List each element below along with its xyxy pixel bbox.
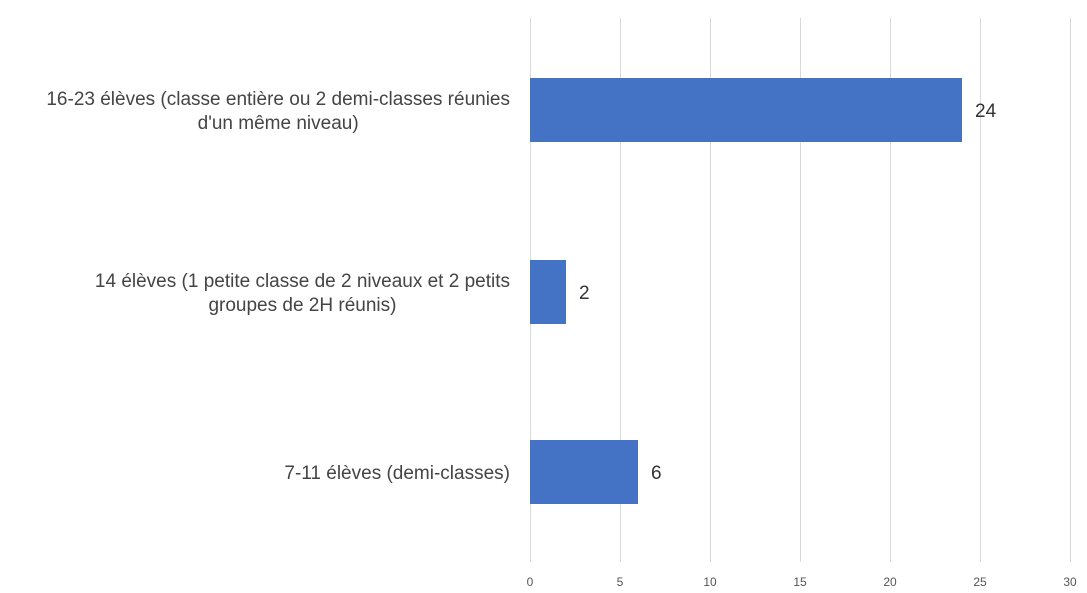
x-tick-label-15: 15 <box>793 575 807 589</box>
x-tick-label-0: 0 <box>527 575 534 589</box>
bar-2 <box>530 260 566 324</box>
x-tick-label-10: 10 <box>703 575 717 589</box>
category-label-1: 16-23 élèves (classe entière ou 2 demi-c… <box>46 89 510 134</box>
data-label-3: 6 <box>651 463 662 484</box>
x-tick-label-5: 5 <box>617 575 624 589</box>
x-axis-ticks: 0 5 10 15 20 25 30 <box>527 575 1077 589</box>
category-label-2: 14 élèves (1 petite classe de 2 niveaux … <box>95 271 510 316</box>
category-label-3: 7-11 élèves (demi-classes) <box>284 463 510 484</box>
category-label-1-line-2: d'un même niveau) <box>198 113 359 134</box>
category-label-1-line-1: 16-23 élèves (classe entière ou 2 demi-c… <box>46 89 510 110</box>
category-label-2-line-2: groupes de 2H réunis) <box>208 295 396 316</box>
bar-3 <box>530 440 638 504</box>
x-tick-label-25: 25 <box>973 575 987 589</box>
data-label-2: 2 <box>579 283 590 304</box>
bars <box>530 78 962 504</box>
x-tick-label-30: 30 <box>1063 575 1077 589</box>
data-label-1: 24 <box>975 101 997 122</box>
data-labels: 24 2 6 <box>579 101 997 484</box>
x-tick-label-20: 20 <box>883 575 897 589</box>
category-label-2-line-1: 14 élèves (1 petite classe de 2 niveaux … <box>95 271 510 292</box>
category-label-3-line-1: 7-11 élèves (demi-classes) <box>284 463 510 484</box>
bar-1 <box>530 78 962 142</box>
category-labels: 16-23 élèves (classe entière ou 2 demi-c… <box>46 89 510 484</box>
